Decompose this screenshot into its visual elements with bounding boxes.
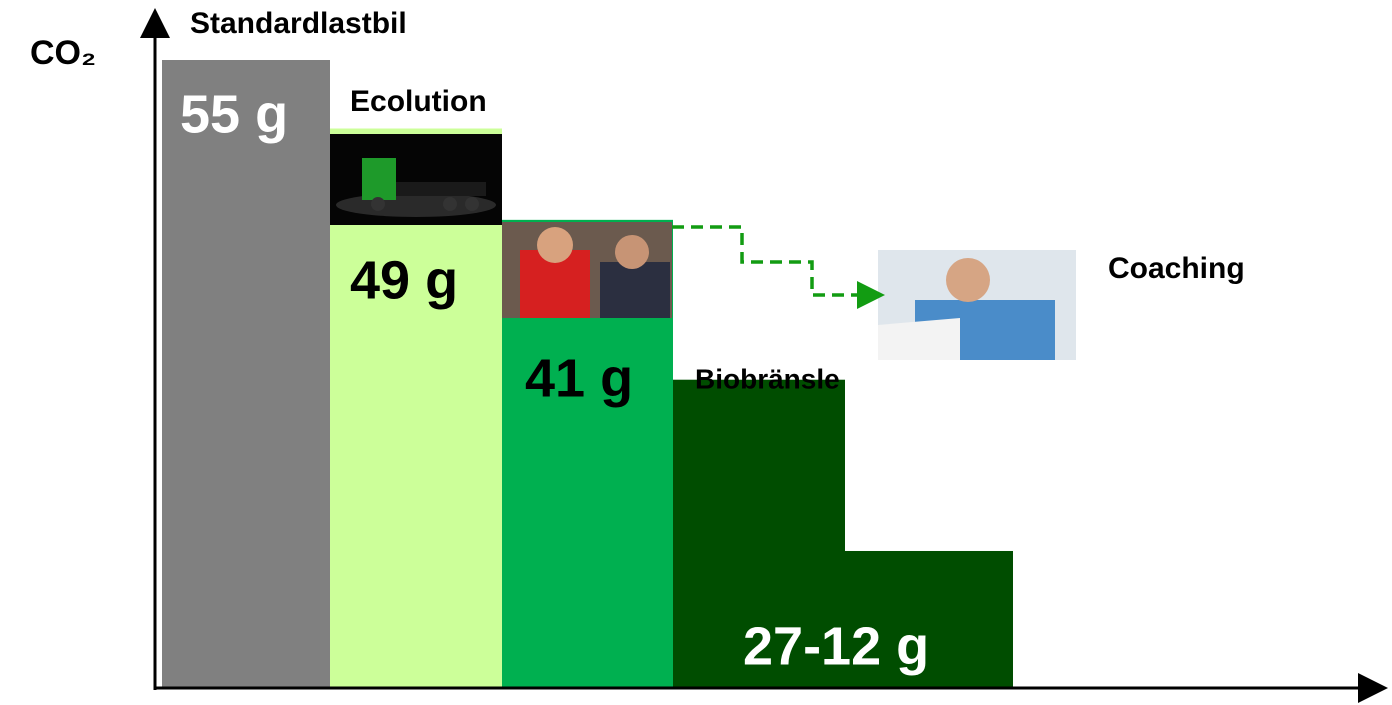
category-label: Standardlastbil — [190, 7, 407, 40]
chart: CO₂ Standardlastbil Ecolution Coaching Biob… — [0, 0, 1392, 705]
dashed-arrow — [672, 227, 878, 295]
drivers-image — [502, 222, 672, 318]
value-label: 49 g — [350, 250, 458, 310]
category-label: Ecolution — [350, 85, 487, 118]
category-label: Coaching — [1108, 252, 1245, 285]
value-label: 55 g — [180, 84, 288, 144]
truck-image — [330, 134, 502, 225]
coaching-image — [878, 250, 1076, 360]
bar — [162, 60, 330, 688]
y-axis-label: CO₂ — [30, 34, 96, 72]
category-label: Biobränsle — [695, 363, 840, 394]
value-label: 27-12 g — [743, 616, 929, 676]
value-label: 41 g — [525, 348, 633, 408]
